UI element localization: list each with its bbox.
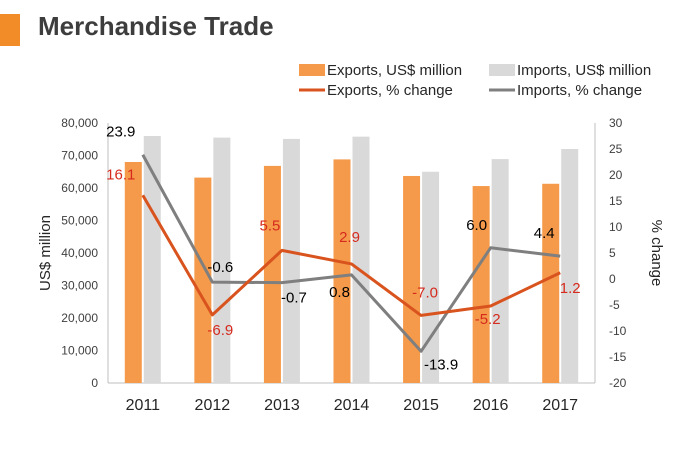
data-label-imports: -0.6 [207, 259, 233, 276]
lines [141, 154, 561, 353]
data-label-exports: 5.5 [259, 217, 280, 234]
bar-imports [213, 137, 231, 383]
x-tick-label: 2017 [542, 397, 578, 414]
bar-imports [282, 138, 300, 383]
line-imports-pct-change [141, 154, 561, 353]
bar-imports [143, 136, 161, 383]
legend: Exports, US$ million Imports, US$ million… [299, 62, 651, 99]
x-tick-label: 2015 [403, 397, 439, 414]
data-label-imports: 0.8 [329, 284, 350, 301]
legend-label: Imports, % change [517, 82, 642, 99]
data-labels: 16.1 -6.9 5.5 2.9 -7.0 -5.2 1.2 23.9 -0.6 -0.7 0.8… [106, 124, 580, 374]
bar-exports [472, 186, 490, 383]
line-exports-pct-change [141, 194, 561, 317]
x-tick-label: 2012 [195, 397, 231, 414]
data-label-exports: 2.9 [339, 229, 360, 246]
data-label-exports: -5.2 [475, 311, 501, 328]
bar-imports [422, 171, 440, 383]
data-label-exports: -7.0 [412, 284, 438, 301]
data-label-imports: 6.0 [466, 217, 487, 234]
y-tick-label: 70,000 [61, 149, 98, 163]
bar-imports [561, 149, 579, 383]
bar-imports [352, 136, 370, 383]
bar-imports [491, 159, 509, 383]
legend-label: Exports, % change [327, 82, 453, 99]
y2-axis-title: % change [648, 220, 665, 287]
x-tick-label: 2011 [126, 397, 161, 414]
y-tick-label: 80,000 [61, 116, 98, 130]
y2-tick-label: -15 [609, 350, 627, 364]
bars [124, 136, 579, 383]
data-label-imports: -0.7 [281, 290, 307, 307]
data-label-exports: 16.1 [106, 166, 135, 183]
y2-tick-label: -10 [609, 324, 627, 338]
y2-tick-label: -5 [609, 298, 620, 312]
legend-label: Imports, US$ million [517, 62, 651, 79]
title-accent-bar [0, 14, 20, 46]
y2-tick-label: 10 [609, 220, 623, 234]
y-tick-label: 50,000 [61, 214, 98, 228]
x-tick-label: 2014 [334, 397, 370, 414]
legend-label: Exports, US$ million [327, 62, 462, 79]
bar-exports [403, 175, 421, 383]
x-tick-label: 2016 [473, 397, 509, 414]
y-tick-label: 60,000 [61, 181, 98, 195]
y-tick-label: 40,000 [61, 246, 98, 260]
legend-swatch [299, 64, 325, 76]
data-label-imports: 4.4 [534, 225, 555, 242]
y2-tick-label: 20 [609, 168, 623, 182]
data-label-exports: -6.9 [207, 322, 233, 339]
y2-tick-label: 0 [609, 272, 616, 286]
y2-tick-label: 15 [609, 194, 623, 208]
x-tick-label: 2013 [264, 397, 300, 414]
y-tick-label: 20,000 [61, 311, 98, 325]
y-axis-title: US$ million [37, 215, 54, 291]
y-tick-label: 10,000 [61, 344, 98, 358]
y2-tick-label: 30 [609, 116, 623, 130]
y2-tick-label: -20 [609, 376, 627, 390]
axes: 0 10,000 20,000 30,000 40,000 50,000 60,000 70,… [37, 116, 665, 414]
data-label-exports: 1.2 [560, 280, 581, 297]
bar-exports [333, 159, 351, 383]
y2-tick-label: 25 [609, 142, 623, 156]
y-tick-label: 0 [91, 376, 98, 390]
y-tick-label: 30,000 [61, 279, 98, 293]
data-label-imports: -13.9 [424, 356, 458, 373]
y2-tick-label: 5 [609, 246, 616, 260]
legend-swatch [489, 64, 515, 76]
data-label-imports: 23.9 [106, 124, 135, 141]
bar-exports [194, 177, 212, 383]
bar-exports [124, 162, 142, 383]
bar-exports [542, 183, 560, 383]
bar-exports [263, 165, 281, 383]
page-title: Merchandise Trade [38, 11, 274, 41]
